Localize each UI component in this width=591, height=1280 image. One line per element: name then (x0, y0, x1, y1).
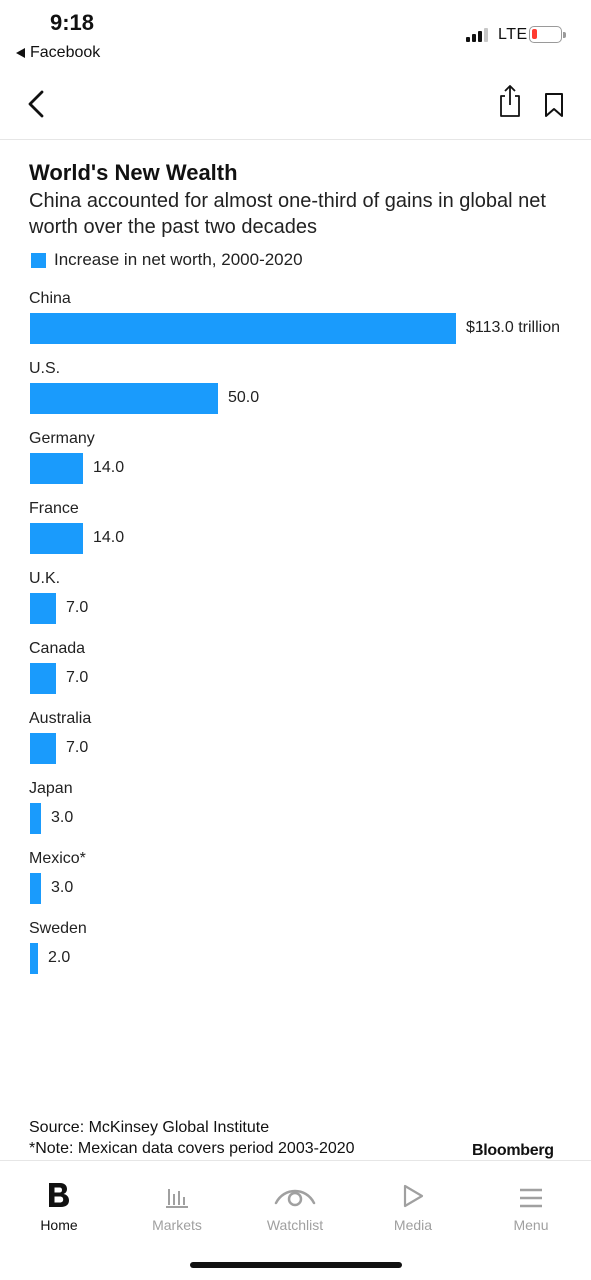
value-label: 7.0 (66, 739, 89, 756)
value-label: 14.0 (93, 529, 125, 546)
chart-rows: China $113.0 trillion U.S. 50.0 Germany 14.0 F… (29, 290, 589, 990)
chart-row: Canada 7.0 (29, 640, 589, 710)
bar (30, 733, 56, 764)
value-label: 3.0 (51, 879, 74, 896)
back-to-app-link[interactable]: Facebook (16, 44, 100, 62)
bar-chart-icon (118, 1173, 236, 1209)
network-type: LTE (498, 26, 528, 43)
value-label: 14.0 (93, 459, 125, 476)
chart-row: Mexico* 3.0 (29, 850, 589, 920)
bookmark-icon[interactable] (543, 92, 565, 118)
chart-row: Sweden 2.0 (29, 920, 589, 990)
tab-markets[interactable]: Markets (118, 1173, 236, 1233)
category-label: France (29, 500, 79, 517)
tab-watchlist-label: Watchlist (266, 1217, 324, 1233)
value-label: 50.0 (228, 389, 260, 406)
value-label: 2.0 (48, 949, 71, 966)
bar (30, 873, 41, 904)
bar (30, 523, 83, 554)
category-label: Japan (29, 780, 73, 797)
value-label: 7.0 (66, 669, 89, 686)
chart-legend: Increase in net worth, 2000-2020 (31, 250, 303, 270)
chart-row: U.S. 50.0 (29, 360, 589, 430)
chart-row: France 14.0 (29, 500, 589, 570)
bar (30, 453, 83, 484)
cellular-signal-icon (466, 28, 488, 42)
source-text: Source: McKinsey Global Institute (29, 1119, 270, 1136)
bar (30, 383, 218, 414)
legend-label: Increase in net worth, 2000-2020 (54, 250, 303, 269)
chart-row: Germany 14.0 (29, 430, 589, 500)
chart-row: Japan 3.0 (29, 780, 589, 850)
back-triangle-icon (16, 48, 25, 58)
chart-title: World's New Wealth (29, 160, 238, 185)
tab-home[interactable]: Home (0, 1173, 118, 1233)
tab-menu[interactable]: Menu (472, 1173, 590, 1233)
note-text: *Note: Mexican data covers period 2003-2… (29, 1140, 355, 1157)
legend-swatch (31, 252, 46, 268)
category-label: Australia (29, 710, 92, 727)
chart-source: Source: McKinsey Global Institute *Note:… (29, 1117, 355, 1159)
value-label: 3.0 (51, 809, 74, 826)
bar (30, 593, 56, 624)
eye-icon (236, 1173, 354, 1209)
tab-markets-label: Markets (152, 1217, 202, 1233)
battery-icon (529, 26, 566, 43)
bar (30, 803, 41, 834)
hamburger-menu-icon (472, 1173, 590, 1209)
tab-home-label: Home (40, 1217, 78, 1233)
category-label: Mexico* (29, 850, 86, 867)
tab-media[interactable]: Media (354, 1173, 472, 1233)
chart-row: Australia 7.0 (29, 710, 589, 780)
tab-watchlist[interactable]: Watchlist (236, 1173, 354, 1233)
category-label: Canada (29, 640, 86, 657)
chart-row: U.K. 7.0 (29, 570, 589, 640)
clock: 9:18 (50, 10, 95, 35)
bar (30, 663, 56, 694)
value-label: 7.0 (66, 599, 89, 616)
play-icon (354, 1173, 472, 1209)
bar-chart: World's New Wealth China accounted for a… (0, 140, 591, 1160)
bottom-tab-bar: Home Markets Watchlist Med (0, 1160, 591, 1280)
bar (30, 313, 456, 344)
status-bar: 9:18 Facebook LTE (0, 0, 591, 70)
chart-subtitle: China accounted for almost one-third of … (29, 190, 546, 238)
chevron-left-icon[interactable] (22, 88, 52, 120)
tab-menu-label: Menu (513, 1217, 549, 1233)
category-label: U.K. (29, 570, 61, 587)
home-indicator[interactable] (190, 1262, 402, 1268)
bar (30, 943, 38, 974)
back-app-label: Facebook (30, 44, 101, 61)
category-label: U.S. (29, 360, 61, 377)
bloomberg-b-icon (0, 1173, 118, 1209)
category-label: Germany (29, 430, 95, 447)
tab-media-label: Media (393, 1217, 433, 1233)
bloomberg-logo: Bloomberg (472, 1142, 554, 1159)
category-label: Sweden (29, 920, 87, 937)
article-nav-bar (0, 70, 591, 140)
value-label: $113.0 trillion (466, 319, 560, 336)
chart-row: China $113.0 trillion (29, 290, 589, 360)
category-label: China (29, 290, 71, 307)
share-icon[interactable] (496, 84, 524, 118)
